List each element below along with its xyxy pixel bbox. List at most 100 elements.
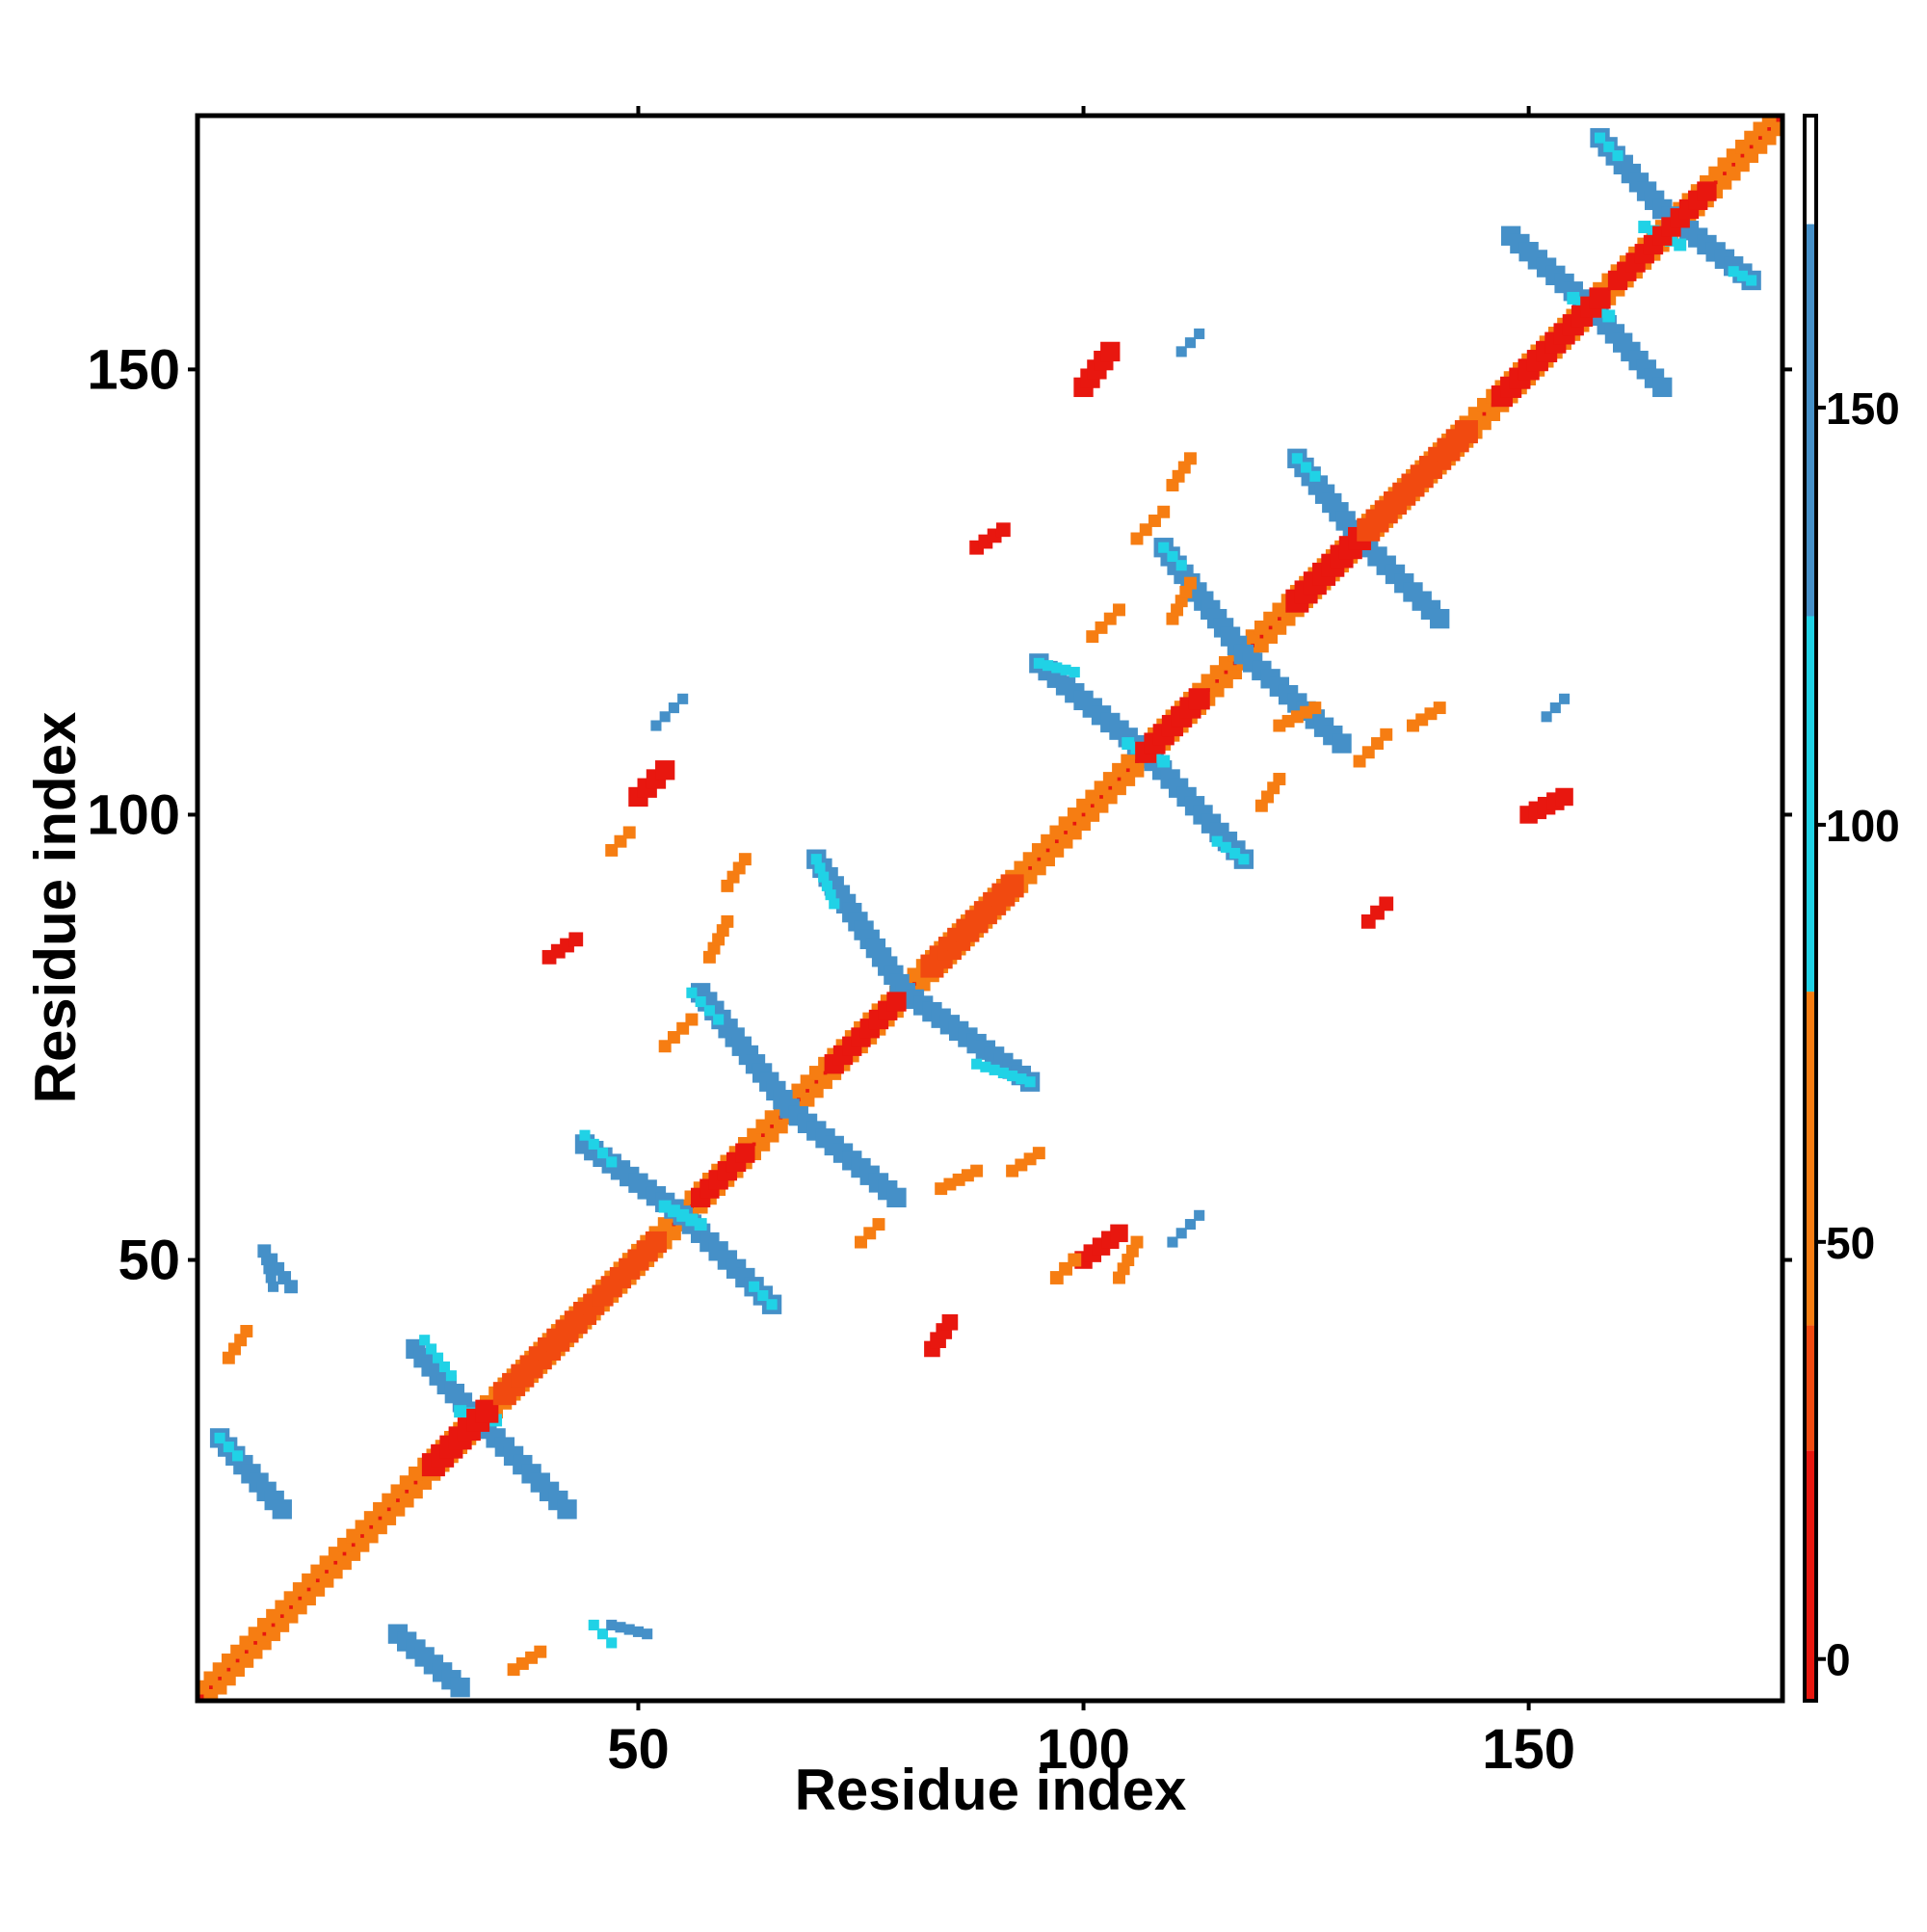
colorbar-tick-label-0: 0 — [1826, 1635, 1851, 1685]
contact-cell — [438, 1361, 450, 1372]
contact-cell — [1007, 1071, 1018, 1082]
contact-cell — [1088, 801, 1097, 810]
contact-cell — [1068, 1253, 1082, 1267]
contact-cell — [1113, 603, 1125, 617]
contact-cell — [1069, 667, 1080, 678]
contact-cell — [1479, 409, 1490, 419]
contact-segment-79 — [1407, 701, 1446, 732]
contact-segment-24 — [419, 1335, 457, 1382]
contact-cell — [1184, 1219, 1196, 1231]
contact-cell — [1773, 116, 1782, 125]
contact-cell — [1761, 116, 1777, 128]
contact-cell — [622, 826, 636, 839]
contact-cell — [1024, 1076, 1036, 1088]
contact-segment-56 — [1519, 787, 1573, 824]
contact-cell — [1430, 608, 1450, 629]
contact-cell — [1105, 783, 1115, 793]
contact-segment-37 — [588, 1619, 618, 1649]
contact-cell — [445, 1370, 457, 1382]
contact-cell — [224, 1665, 233, 1675]
colorbar-tick-label-100: 100 — [1826, 801, 1900, 851]
contact-segment-39 — [658, 1200, 707, 1231]
contact-cell — [1188, 688, 1210, 710]
y-tick-label-100: 100 — [87, 783, 180, 846]
contact-cell — [721, 914, 734, 928]
contact-cell — [872, 1218, 885, 1231]
contact-cell — [1549, 702, 1561, 714]
contact-cell — [393, 1495, 403, 1505]
contact-segment-14 — [1136, 742, 1254, 869]
y-axis-label: Residue index — [23, 712, 88, 1104]
contact-cell — [1051, 662, 1063, 674]
contact-cell — [357, 1531, 367, 1541]
colorbar-frame — [1803, 114, 1818, 1703]
contact-cell — [304, 1584, 314, 1595]
contact-cell — [1032, 1147, 1045, 1160]
contact-cell — [384, 1504, 394, 1514]
contact-cell — [232, 1450, 244, 1462]
y-tick-label-150: 150 — [87, 338, 180, 401]
contact-segment-71 — [658, 1013, 699, 1053]
contact-segment-32 — [1158, 542, 1187, 571]
contact-cell — [818, 871, 830, 883]
contact-cell — [1652, 377, 1673, 398]
colorbar-band-4 — [1805, 224, 1816, 617]
contact-cell — [971, 1058, 983, 1070]
contact-cell — [1061, 828, 1070, 837]
contact-segment-52 — [1491, 287, 1611, 408]
contact-segment-73 — [1086, 603, 1125, 644]
contact-cell — [410, 1477, 421, 1488]
contact-segment-72 — [855, 1218, 885, 1249]
contact-cell — [251, 1638, 260, 1648]
contact-cell — [1212, 676, 1222, 686]
x-axis-label: Residue index — [795, 1758, 1187, 1822]
contact-cell — [1069, 819, 1079, 829]
contact-cell — [1033, 657, 1044, 669]
contact-cell — [242, 1647, 251, 1656]
contact-cell — [286, 1602, 296, 1612]
contact-cell — [277, 1611, 287, 1621]
contact-cell — [989, 1064, 1000, 1075]
contact-cell — [259, 1629, 269, 1639]
contact-cell — [713, 1014, 725, 1025]
contact-segment-30 — [1033, 657, 1080, 678]
contact-cell — [1755, 133, 1765, 143]
colorbar: 0 50 100 150 — [1803, 114, 1900, 1703]
contact-cell — [615, 1622, 626, 1633]
contact-cell — [677, 693, 689, 704]
x-tick-label-50: 50 — [607, 1718, 670, 1781]
contact-cell — [886, 1187, 907, 1208]
contact-cell — [223, 1442, 234, 1453]
contact-cell — [749, 1281, 760, 1292]
contact-cell — [1110, 1224, 1128, 1243]
contact-cell — [1238, 854, 1250, 865]
contact-segment-47 — [824, 992, 907, 1074]
contact-cell — [1265, 622, 1276, 633]
contact-segment-77 — [1273, 701, 1322, 732]
contact-cell — [686, 987, 698, 998]
contact-segment-6 — [387, 1624, 470, 1698]
contact-cell — [695, 995, 706, 1008]
contact-cell — [1308, 701, 1322, 715]
contact-cell — [272, 1499, 292, 1520]
contact-segment-54 — [1073, 341, 1121, 398]
contact-cell — [1256, 632, 1266, 642]
contact-cell — [295, 1594, 304, 1603]
contact-segment-59 — [541, 932, 584, 965]
contact-cell — [198, 1691, 207, 1701]
contact-cell — [970, 1164, 984, 1178]
contact-cell — [322, 1567, 331, 1576]
contact-cell — [261, 1255, 273, 1266]
contact-segment-45 — [583, 1231, 668, 1315]
contact-segment-66 — [507, 1645, 547, 1677]
contact-segment-55 — [628, 760, 675, 807]
contact-cell — [1728, 266, 1739, 278]
contact-cell — [668, 702, 679, 714]
contact-cell — [375, 1513, 385, 1523]
contact-cell — [1541, 711, 1552, 723]
contact-cell — [1589, 287, 1611, 309]
contact-segment-65 — [222, 1325, 253, 1364]
contact-segment-46 — [690, 1143, 755, 1208]
contact-segment-25 — [579, 1129, 618, 1168]
